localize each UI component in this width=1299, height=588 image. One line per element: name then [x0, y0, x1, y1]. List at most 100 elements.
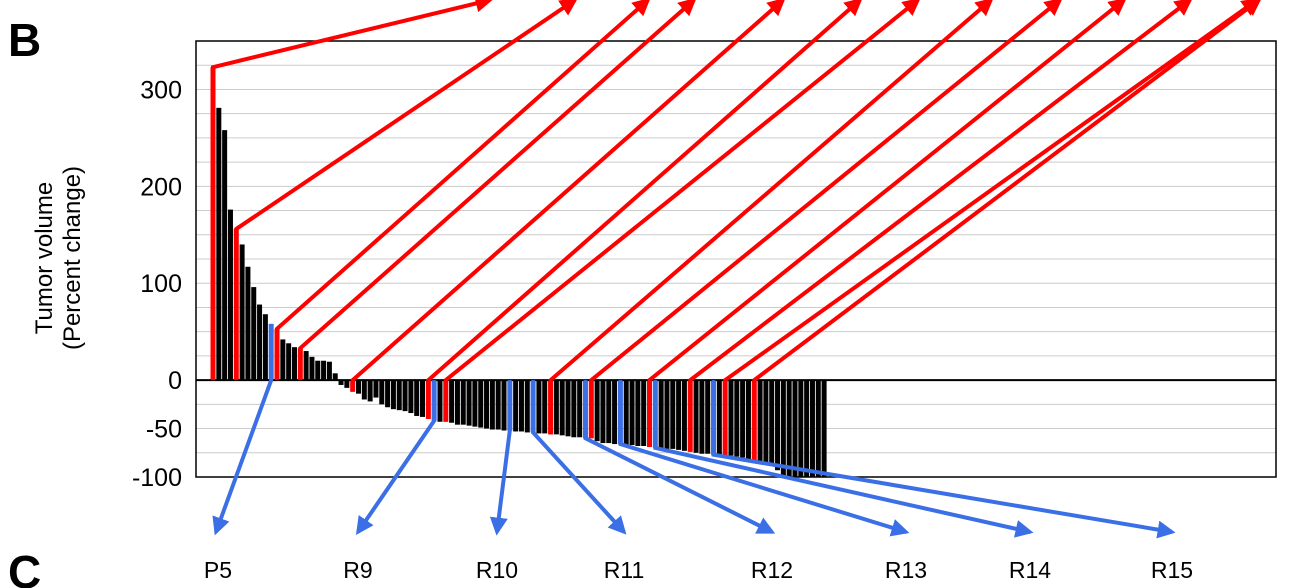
- bar: [309, 356, 315, 381]
- bar: [227, 209, 233, 381]
- bar: [437, 380, 443, 422]
- panel-letter-c: C: [8, 546, 41, 588]
- sample-label: R12: [751, 557, 793, 583]
- sample-label: R14: [1009, 557, 1051, 583]
- bar: [693, 380, 699, 453]
- bar: [629, 380, 635, 446]
- sample-label: R9: [343, 557, 372, 583]
- bar: [239, 244, 245, 381]
- sample-label: R10: [476, 557, 518, 583]
- bar: [641, 380, 647, 446]
- bar: [745, 380, 751, 460]
- bar: [565, 380, 571, 437]
- sample-labels: P5 R9 R10 R11 R12 R13 R14 R15: [204, 557, 1193, 583]
- bar: [594, 380, 600, 442]
- bar: [553, 380, 559, 435]
- bar: [542, 380, 548, 434]
- panel-letter-b: B: [8, 14, 41, 66]
- callout-arrow-red: [211, 0, 494, 381]
- bars: [210, 67, 827, 477]
- bar: [623, 380, 629, 446]
- callout-arrow-blue: [653, 380, 1034, 538]
- bar: [658, 380, 664, 448]
- bar: [251, 287, 257, 381]
- y-tick-labels: 300 200 100 0 -50 -100: [132, 76, 182, 492]
- bar: [484, 380, 490, 429]
- y-axis-title: Tumor volume (Percent change): [31, 166, 86, 350]
- bar: [466, 380, 472, 426]
- bar: [303, 351, 309, 381]
- callout-arrow-red: [275, 0, 651, 381]
- bar: [373, 380, 379, 398]
- bar: [332, 373, 338, 381]
- bar: [280, 339, 286, 381]
- bar: [577, 380, 583, 438]
- bar: [379, 380, 385, 405]
- callout-arrow-red: [688, 0, 1193, 452]
- callout-arrow-blue: [618, 380, 910, 537]
- bar: [763, 380, 769, 465]
- bar: [705, 380, 711, 454]
- bar: [780, 380, 786, 477]
- bar: [460, 380, 466, 425]
- bar: [356, 380, 361, 394]
- bar: [495, 380, 501, 430]
- bar: [344, 380, 350, 388]
- bar: [478, 380, 484, 428]
- bar: [716, 380, 722, 455]
- gridlines: [196, 40, 1276, 478]
- bar: [757, 380, 763, 463]
- bar: [559, 380, 565, 436]
- bar: [571, 380, 577, 438]
- bar: [408, 380, 414, 414]
- bar: [361, 380, 367, 400]
- sample-label: R15: [1151, 557, 1193, 583]
- bar: [321, 360, 327, 381]
- callout-arrows: [211, 0, 1262, 539]
- bar: [612, 380, 618, 445]
- y-tick-label: -100: [132, 464, 182, 492]
- bar: [315, 360, 321, 381]
- bar: [489, 380, 495, 430]
- bar: [257, 304, 263, 381]
- callout-arrow-red: [443, 0, 921, 422]
- bar: [536, 380, 542, 434]
- callout-arrow-red: [723, 0, 1260, 456]
- bar: [676, 380, 682, 450]
- bar: [524, 380, 530, 433]
- callout-arrow-blue: [212, 323, 274, 536]
- bar: [670, 380, 676, 449]
- sample-label: R13: [885, 557, 927, 583]
- bar: [390, 380, 396, 410]
- callout-arrow-red: [589, 0, 1063, 439]
- y-axis-title-line2: (Percent change): [59, 166, 86, 350]
- bar: [262, 314, 268, 381]
- bar: [606, 380, 612, 444]
- bar: [338, 380, 344, 385]
- bar: [600, 380, 606, 444]
- y-tick-label: 200: [140, 173, 182, 201]
- bar: [385, 380, 391, 408]
- bar: [414, 380, 420, 416]
- bar: [449, 380, 455, 423]
- callout-arrow-blue: [583, 380, 776, 534]
- bar: [792, 380, 798, 477]
- y-tick-label: 0: [168, 367, 182, 395]
- bar: [291, 347, 297, 381]
- callout-arrow-blue: [355, 380, 437, 535]
- bar: [326, 361, 332, 381]
- bar: [420, 380, 426, 417]
- callout-arrow-red: [298, 0, 697, 381]
- bar: [728, 380, 734, 456]
- bar: [769, 380, 775, 466]
- y-axis-title-line1: Tumor volume: [31, 182, 58, 334]
- bar: [786, 380, 792, 477]
- sample-label: P5: [204, 557, 232, 583]
- y-tick-label: 100: [140, 270, 182, 298]
- callout-arrow-red: [426, 0, 863, 419]
- y-tick-label: 300: [140, 76, 182, 104]
- bar: [681, 380, 687, 451]
- bar: [734, 380, 740, 457]
- bar: [501, 380, 507, 431]
